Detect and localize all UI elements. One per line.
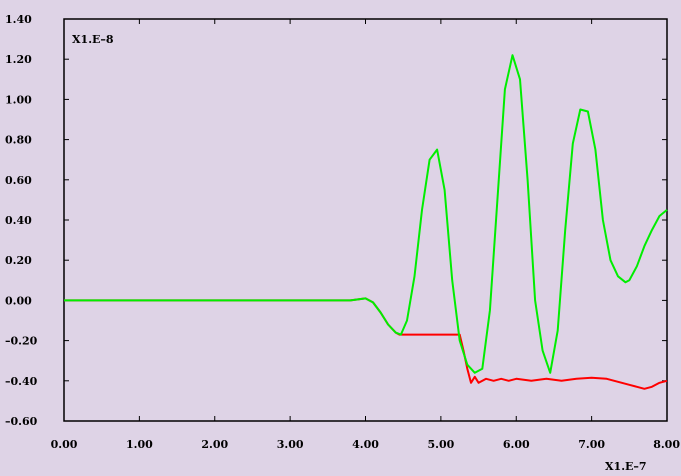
y-tick-label: 1.20	[5, 53, 32, 66]
y-tick-label: 0.40	[5, 214, 32, 227]
y-tick-label: 0.20	[5, 254, 32, 267]
y-tick-label: 1.40	[5, 13, 32, 26]
x-tick-label: 8.00	[653, 438, 680, 451]
y-tick-label: 0.80	[5, 134, 32, 147]
x-tick-label: 6.00	[503, 438, 530, 451]
y-tick-label: 1.00	[5, 93, 32, 106]
y-multiplier-label: X1.E–8	[72, 33, 114, 46]
y-tick-label: –0.20	[5, 335, 38, 348]
x-tick-label: 4.00	[352, 438, 379, 451]
x-multiplier-label: X1.E–7	[605, 460, 647, 473]
series-line-2	[64, 54, 668, 374]
y-tick-label: –0.40	[5, 375, 38, 388]
y-axis: 1.40 1.20 1.00 0.80 0.60 0.40 0.20 0.00 –0.20 –0.…	[5, 13, 667, 428]
x-tick-label: 2.00	[201, 438, 228, 451]
x-tick-label: 5.00	[427, 438, 454, 451]
plot-area	[63, 18, 668, 422]
x-axis: 0.00 1.00 2.00 3.00 4.00 5.00 6.00 7.00 8.00	[51, 19, 680, 451]
x-tick-label: 3.00	[277, 438, 304, 451]
series-line-1	[64, 297, 668, 390]
x-tick-label: 7.00	[578, 438, 605, 451]
x-tick-label: 0.00	[51, 438, 78, 451]
x-tick-label: 1.00	[126, 438, 153, 451]
y-tick-label: –0.60	[5, 415, 38, 428]
y-tick-label: 0.00	[5, 294, 32, 307]
y-tick-label: 0.60	[5, 174, 32, 187]
series-lines	[64, 54, 668, 390]
